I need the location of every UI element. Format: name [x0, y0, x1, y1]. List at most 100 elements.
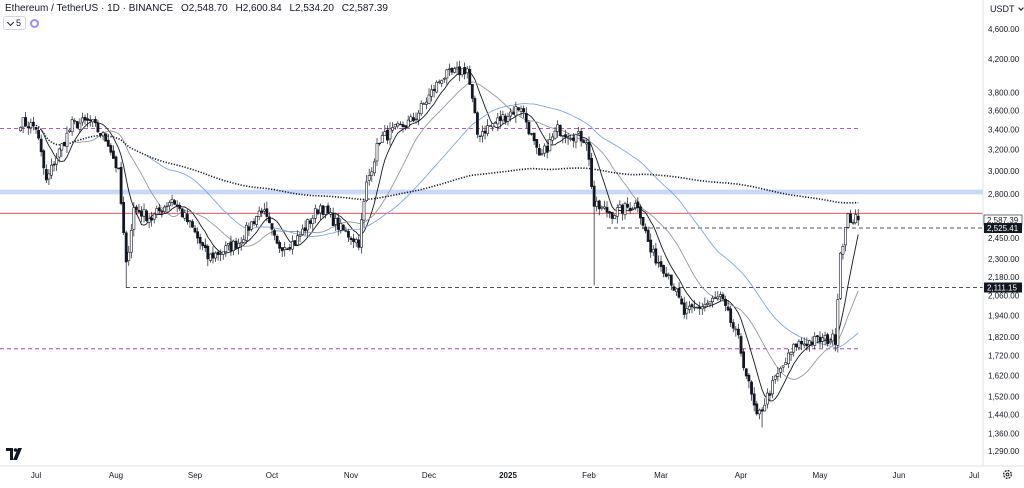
collapse-indicators-button[interactable]: 5	[3, 16, 27, 30]
currency-selector[interactable]: USDT	[990, 4, 1024, 14]
candle	[83, 114, 87, 125]
candle	[776, 366, 780, 382]
candle	[854, 209, 858, 225]
low-value: 2,534.20	[295, 3, 334, 14]
candle-body	[540, 153, 544, 155]
candle-body	[724, 299, 727, 306]
candle	[422, 102, 426, 105]
y-tick-label: 3,200.00	[988, 145, 1020, 154]
tradingview-logo-icon[interactable]	[6, 448, 24, 460]
candle	[556, 120, 560, 138]
candle-body	[654, 248, 658, 264]
candle	[532, 132, 536, 145]
candle	[406, 115, 410, 128]
candle	[432, 85, 436, 98]
candle	[55, 152, 59, 171]
candle-body	[285, 248, 289, 251]
candle	[680, 295, 684, 305]
candle	[685, 301, 689, 320]
candle	[577, 126, 580, 135]
candle-body	[556, 124, 560, 132]
candle-body	[587, 141, 591, 160]
candle	[789, 351, 793, 362]
candle	[60, 142, 64, 158]
candle	[260, 207, 264, 218]
candle-body	[682, 302, 686, 315]
candle	[633, 200, 637, 211]
candle	[695, 306, 699, 309]
candle-body	[483, 130, 487, 134]
candle	[587, 136, 591, 167]
candle	[675, 287, 678, 296]
candle	[224, 241, 228, 257]
candle-body	[229, 241, 233, 252]
candle	[517, 107, 520, 112]
candle	[104, 133, 108, 142]
candle	[810, 336, 814, 348]
x-tick-label: Dec	[422, 471, 436, 480]
candle	[440, 79, 444, 88]
candle	[564, 129, 567, 144]
candle-body	[65, 132, 69, 147]
candle-body	[731, 322, 735, 329]
gear-icon[interactable]	[1002, 469, 1013, 480]
candle-body	[734, 328, 738, 331]
candle-body	[605, 207, 609, 213]
candle-body	[170, 199, 174, 203]
candle	[101, 131, 105, 141]
candle-body	[792, 343, 796, 353]
candle-body	[219, 253, 223, 255]
candle	[693, 300, 696, 312]
candle-body	[595, 200, 599, 207]
indicator-icon[interactable]	[30, 18, 40, 28]
candle	[584, 139, 588, 151]
candle-body	[165, 205, 169, 208]
candle	[52, 160, 56, 172]
candle-body	[341, 224, 345, 231]
candle	[193, 224, 197, 234]
candle	[522, 105, 526, 118]
candle	[597, 199, 601, 216]
candle-body	[247, 226, 251, 231]
candle-body	[478, 135, 482, 137]
candle	[352, 233, 356, 249]
candle	[792, 343, 796, 357]
candle-body	[232, 240, 235, 251]
candle-body	[846, 213, 850, 228]
candle-body	[55, 157, 59, 165]
candle-body	[57, 148, 61, 158]
candle-body	[34, 127, 38, 130]
y-tick-label: 2,800.00	[988, 190, 1020, 199]
candle	[771, 375, 775, 399]
candle	[326, 202, 330, 215]
candle-body	[193, 227, 197, 233]
candle	[569, 135, 573, 142]
candle	[662, 264, 665, 278]
level-b-tag: 2,111.15	[984, 282, 1022, 293]
candle-body	[178, 204, 182, 209]
candle-body	[401, 124, 405, 127]
candle	[370, 167, 374, 182]
candle-body	[239, 242, 243, 245]
candle-body	[347, 231, 350, 238]
x-tick-label: Jul	[31, 471, 41, 480]
candle	[417, 110, 421, 126]
candle	[150, 211, 154, 227]
y-tick-label: 2,060.00	[988, 292, 1020, 301]
symbol-title[interactable]: Ethereum / TetherUS · 1D · BINANCE	[5, 3, 174, 14]
candle-body	[19, 127, 22, 132]
candle-body	[334, 218, 338, 225]
indicator-count: 5	[16, 18, 22, 28]
y-tick-label: 3,400.00	[988, 125, 1020, 134]
candle	[483, 125, 487, 140]
candle	[821, 333, 824, 348]
candle-body	[73, 120, 77, 122]
candle-body	[849, 213, 852, 223]
candle	[553, 126, 557, 140]
candle-body	[511, 112, 515, 115]
candle-body	[430, 89, 433, 97]
candle-body	[104, 133, 108, 142]
candle-body	[306, 219, 310, 231]
